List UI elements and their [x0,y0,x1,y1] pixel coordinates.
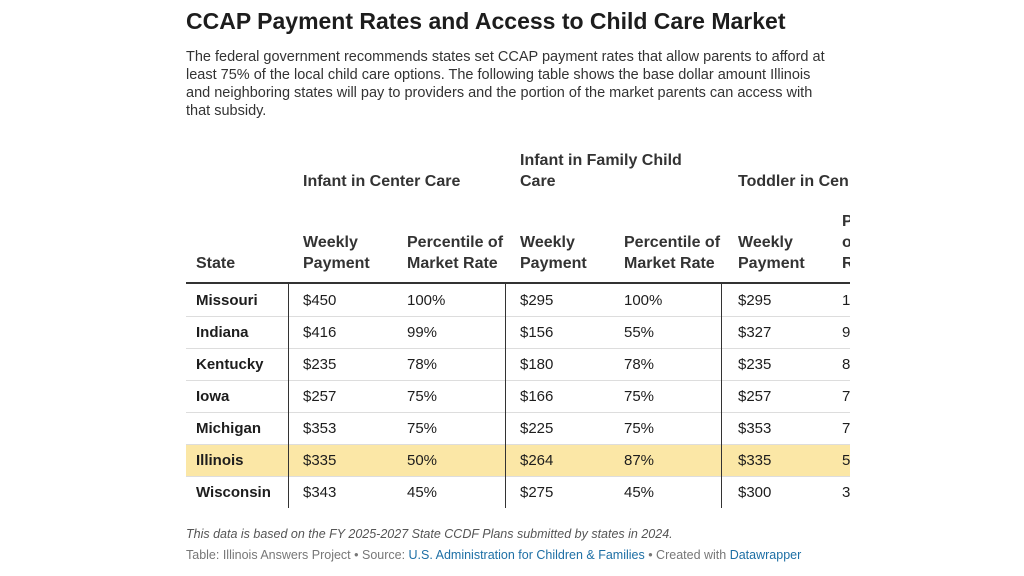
table-cell: 45% [624,483,655,501]
table-cell: $353 [738,419,772,437]
table-cell: 78% [624,355,655,373]
table-cell: $275 [520,483,554,501]
row-label: Wisconsin [196,483,271,501]
table-cell: 75% [407,387,438,405]
table-cell: 100% [624,291,663,309]
tool-link[interactable]: Datawrapper [729,548,802,562]
table-cell: $353 [303,419,337,437]
column-header: Percentile of Market Rate [407,234,504,272]
table-cell: 100% [407,291,446,309]
table-cell: 7 [842,387,850,405]
column-header: Percentile of Market Rate [624,234,721,272]
header-rule [186,282,850,284]
table-cell: 55% [624,323,655,341]
column-divider [721,284,722,508]
group-header: Infant in Center Care [303,173,461,190]
table-cell: 87% [624,451,655,469]
column-header: State [196,255,236,272]
table-cell: $416 [303,323,337,341]
row-label: Indiana [196,323,249,341]
table-cell: $295 [738,291,772,309]
source-text: Table: Illinois Answers Project • Source… [186,548,409,562]
source-text: • Created with [644,548,730,562]
table-cell: 75% [407,419,438,437]
column-header: P o R [842,213,850,272]
row-label: Kentucky [196,355,264,373]
row-label: Illinois [196,451,244,469]
row-rule [186,476,850,477]
table-cell: $335 [303,451,337,469]
source: Table: Illinois Answers Project • Source… [186,548,801,562]
table-cell: 99% [407,323,438,341]
table-cell: $450 [303,291,337,309]
table-cell: $335 [738,451,772,469]
table-cell: 1 [842,291,850,309]
table-cell: $327 [738,323,772,341]
group-header: Infant in Family Child Care [520,152,682,190]
table-cell: $180 [520,355,554,373]
table-cell: 50% [407,451,438,469]
column-header: Weekly Payment [738,234,805,272]
title: CCAP Payment Rates and Access to Child C… [186,8,786,34]
table-cell: 75% [624,387,655,405]
table-cell: 45% [407,483,438,501]
row-rule [186,412,850,413]
table-cell: $257 [738,387,772,405]
column-divider [288,284,289,508]
group-header: Toddler in Cen [738,173,849,190]
table-cell: 3 [842,483,850,501]
table-cell: 8 [842,355,850,373]
column-header: Weekly Payment [520,234,587,272]
row-rule [186,444,850,445]
table-cell: $343 [303,483,337,501]
column-header: Weekly Payment [303,234,370,272]
table-cell: 7 [842,419,850,437]
description: The federal government recommends states… [186,49,825,119]
table: Infant in Center Care Infant in Family Ch… [186,140,850,512]
table-cell: $166 [520,387,554,405]
table-cell: 75% [624,419,655,437]
table-cell: $300 [738,483,772,501]
row-highlight [186,444,850,476]
row-rule [186,316,850,317]
table-cell: 9 [842,323,850,341]
table-cell: $257 [303,387,337,405]
row-rule [186,380,850,381]
table-cell: $225 [520,419,554,437]
row-label: Iowa [196,387,230,405]
row-rule [186,348,850,349]
table-cell: $235 [303,355,337,373]
row-label: Missouri [196,291,258,309]
source-link[interactable]: U.S. Administration for Children & Famil… [408,548,645,562]
table-cell: $235 [738,355,772,373]
table-cell: $156 [520,323,554,341]
table-cell: 5 [842,451,850,469]
table-cell: $264 [520,451,554,469]
table-cell: $295 [520,291,554,309]
note: This data is based on the FY 2025-2027 S… [186,527,673,541]
table-cell: 78% [407,355,438,373]
column-divider [505,284,506,508]
row-label: Michigan [196,419,262,437]
